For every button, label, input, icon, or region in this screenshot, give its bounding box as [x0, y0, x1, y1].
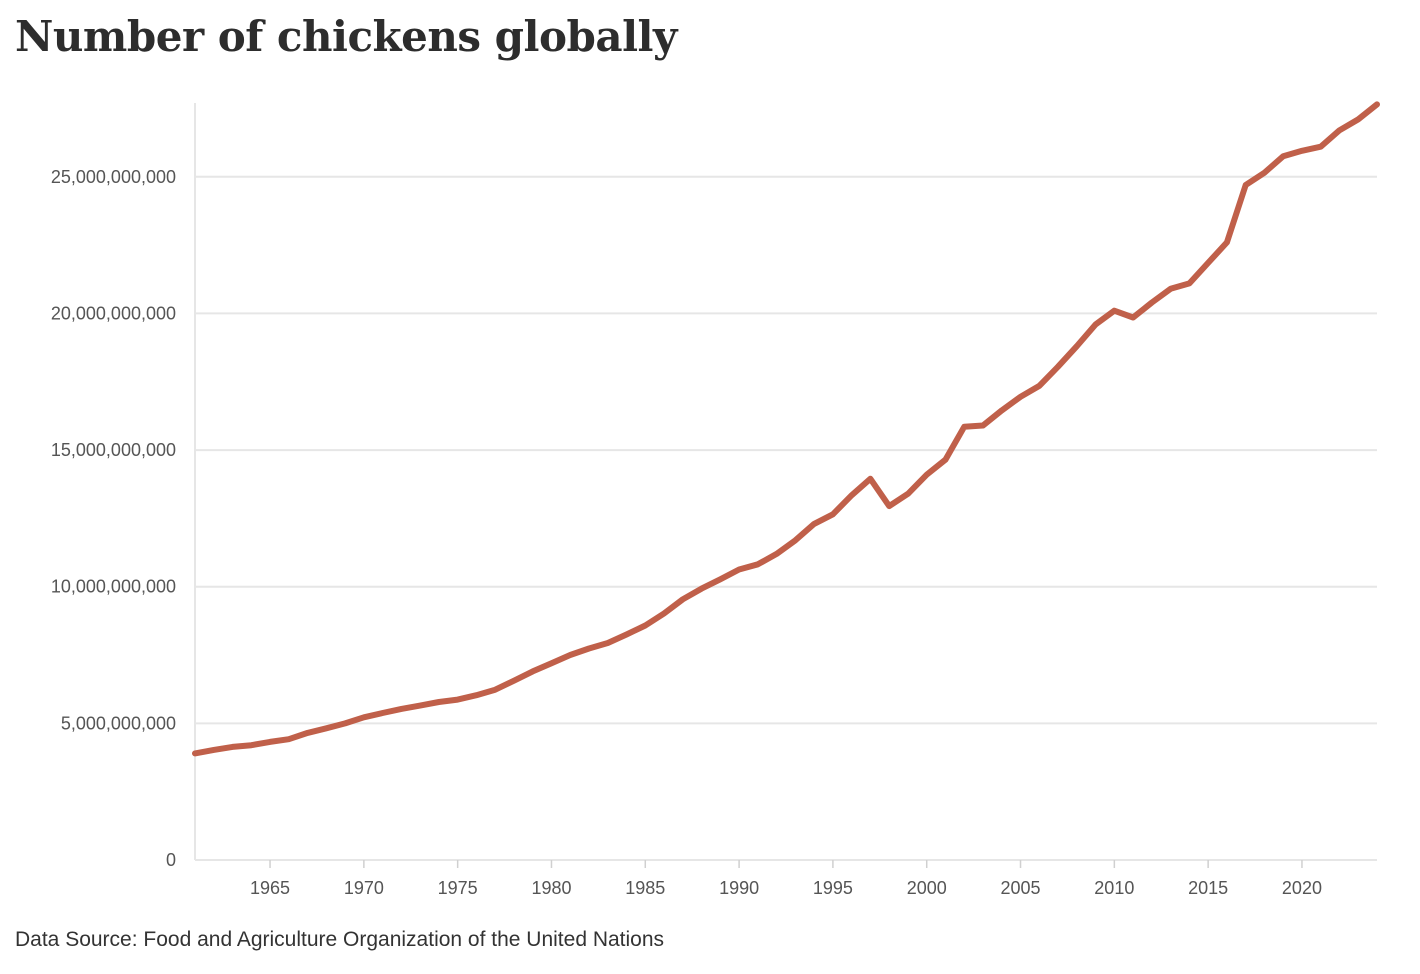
- x-axis-ticks: 1965 1970 1975 1980 1985 1990 1995 2000 2005 2010…: [250, 860, 1322, 898]
- x-tick-label: 1990: [719, 878, 759, 898]
- chart-title: Number of chickens globally: [15, 12, 677, 61]
- y-tick-label: 15,000,000,000: [51, 440, 176, 460]
- series-line-chickens: [192, 101, 1380, 757]
- gridlines: [195, 175, 1377, 725]
- x-tick-label: 1965: [250, 878, 290, 898]
- x-tick-label: 1970: [344, 878, 384, 898]
- y-tick-label: 5,000,000,000: [61, 713, 176, 733]
- y-tick-label: 20,000,000,000: [51, 303, 176, 323]
- data-source-note: Data Source: Food and Agriculture Organi…: [15, 928, 665, 951]
- x-tick-label: 2020: [1282, 878, 1322, 898]
- x-tick-label: 1995: [813, 878, 853, 898]
- x-tick-label: 2010: [1094, 878, 1134, 898]
- series-layer: [192, 101, 1380, 757]
- y-axis-ticks: 0 5,000,000,000 10,000,000,000 15,000,000,0…: [51, 167, 176, 870]
- x-tick-label: 1985: [625, 878, 665, 898]
- y-tick-label: 10,000,000,000: [51, 577, 176, 597]
- x-tick-label: 2005: [1001, 878, 1041, 898]
- x-tick-label: 2000: [907, 878, 947, 898]
- x-tick-label: 1975: [438, 878, 478, 898]
- y-tick-label: 25,000,000,000: [51, 167, 176, 187]
- y-tick-label: 0: [166, 850, 176, 870]
- x-tick-label: 2015: [1188, 878, 1228, 898]
- x-tick-label: 1980: [531, 878, 571, 898]
